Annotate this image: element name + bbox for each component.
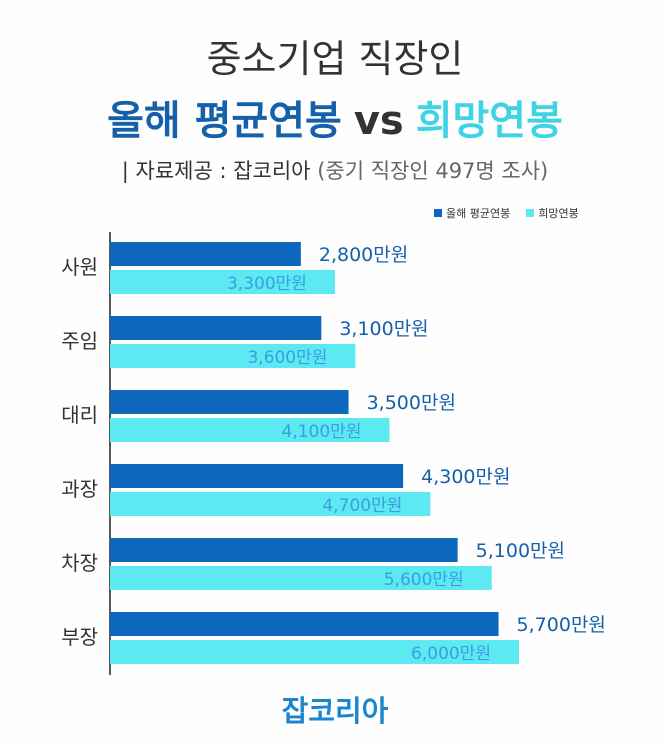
source-line: | 자료제공 : 잡코리아 (중기 직장인 497명 조사) xyxy=(0,155,670,185)
bar-current xyxy=(110,390,349,414)
bar-desired xyxy=(110,344,356,368)
legend: 올해 평균연봉 희망연봉 xyxy=(434,205,579,221)
data-label-desired: 3,300만원 xyxy=(227,274,307,294)
data-label-current: 4,300만원 xyxy=(421,466,510,488)
data-label-desired: 5,600만원 xyxy=(384,570,464,590)
bar-desired xyxy=(110,566,492,590)
data-label-current: 3,100만원 xyxy=(339,318,428,340)
title-line1: 중소기업 직장인 xyxy=(206,37,464,81)
source-label: | 자료제공 : 잡코리아 xyxy=(121,159,311,183)
bar-desired xyxy=(110,418,390,442)
legend-item-desired: 희망연봉 xyxy=(526,205,579,221)
title-vs: vs xyxy=(353,98,404,144)
legend-label-current: 올해 평균연봉 xyxy=(446,207,511,220)
bar-current xyxy=(110,242,301,266)
legend-swatch-desired xyxy=(526,209,535,217)
data-label-current: 2,800만원 xyxy=(319,244,408,266)
data-label-desired: 4,700만원 xyxy=(322,496,402,516)
data-label-current: 5,100만원 xyxy=(476,540,565,562)
source-note: (중기 직장인 497명 조사) xyxy=(317,159,549,183)
title-current: 올해 평균연봉 xyxy=(107,98,342,144)
bar-current xyxy=(110,316,322,340)
bar-desired xyxy=(110,492,431,516)
data-label-desired: 3,600만원 xyxy=(247,348,327,368)
legend-item-current: 올해 평균연봉 xyxy=(434,205,510,221)
bar-current xyxy=(110,538,458,562)
bar-desired xyxy=(110,640,519,664)
category-label: 과장 xyxy=(61,477,98,501)
title-desired: 희망연봉 xyxy=(415,98,563,144)
data-label-current: 3,500만원 xyxy=(367,392,456,414)
category-label: 차장 xyxy=(61,551,98,575)
category-label: 사원 xyxy=(61,255,98,279)
bar-current xyxy=(110,464,404,488)
footer-logo: 잡코리아 xyxy=(281,694,389,728)
category-label: 대리 xyxy=(61,403,98,427)
bar-current xyxy=(110,612,499,636)
legend-swatch-current xyxy=(434,209,442,217)
data-label-current: 5,700만원 xyxy=(517,614,606,636)
legend-label-desired: 희망연봉 xyxy=(538,207,579,220)
data-label-desired: 4,100만원 xyxy=(282,422,362,442)
data-label-desired: 6,000만원 xyxy=(411,644,491,664)
title-line2: 올해 평균연봉 vs 희망연봉 xyxy=(0,88,670,146)
category-label: 부장 xyxy=(61,625,98,649)
bar-desired xyxy=(110,270,335,294)
category-label: 주임 xyxy=(61,329,98,353)
